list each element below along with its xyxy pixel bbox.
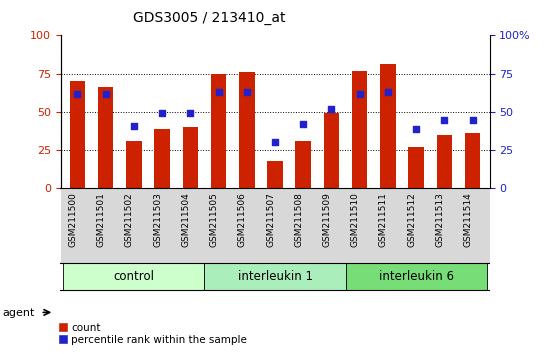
Text: GSM211506: GSM211506 <box>238 192 247 247</box>
Bar <box>63 263 205 290</box>
Bar <box>352 70 367 188</box>
Point <box>271 139 279 145</box>
Text: GSM211503: GSM211503 <box>153 192 162 247</box>
Point <box>299 121 307 127</box>
Point <box>158 110 167 116</box>
Text: agent: agent <box>3 308 35 318</box>
Text: GSM211501: GSM211501 <box>97 192 106 247</box>
Text: GSM211502: GSM211502 <box>125 192 134 247</box>
Point <box>383 89 392 95</box>
Text: GSM211510: GSM211510 <box>351 192 360 247</box>
Text: GSM211505: GSM211505 <box>210 192 218 247</box>
Text: GSM211504: GSM211504 <box>182 192 190 247</box>
Bar <box>183 127 198 188</box>
Bar <box>205 263 345 290</box>
Text: GSM211507: GSM211507 <box>266 192 275 247</box>
Point <box>129 123 138 129</box>
Bar <box>126 141 142 188</box>
Bar <box>239 72 255 188</box>
Text: GSM211509: GSM211509 <box>322 192 332 247</box>
Bar <box>345 263 487 290</box>
Bar <box>408 147 424 188</box>
Text: control: control <box>113 270 155 283</box>
Text: interleukin 6: interleukin 6 <box>378 270 454 283</box>
Bar <box>70 81 85 188</box>
Bar <box>295 141 311 188</box>
Bar <box>324 113 339 188</box>
Bar <box>211 74 226 188</box>
Bar <box>380 64 395 188</box>
Point <box>412 126 421 132</box>
Point <box>327 106 336 112</box>
Point <box>73 91 82 96</box>
Bar <box>155 129 170 188</box>
Point <box>214 89 223 95</box>
Text: GSM211512: GSM211512 <box>407 192 416 247</box>
Text: GSM211508: GSM211508 <box>294 192 303 247</box>
Legend: count, percentile rank within the sample: count, percentile rank within the sample <box>54 318 251 349</box>
Point <box>101 91 110 96</box>
Point <box>468 117 477 122</box>
Text: GSM211514: GSM211514 <box>464 192 472 247</box>
Text: GSM211500: GSM211500 <box>68 192 78 247</box>
Bar <box>267 161 283 188</box>
Text: GSM211513: GSM211513 <box>436 192 444 247</box>
Bar <box>98 87 113 188</box>
Point <box>186 110 195 116</box>
Text: GDS3005 / 213410_at: GDS3005 / 213410_at <box>133 11 285 25</box>
Point <box>243 89 251 95</box>
Point <box>440 117 449 122</box>
Point <box>355 91 364 96</box>
Text: interleukin 1: interleukin 1 <box>238 270 312 283</box>
Bar <box>437 135 452 188</box>
Bar <box>465 133 480 188</box>
Text: GSM211511: GSM211511 <box>379 192 388 247</box>
